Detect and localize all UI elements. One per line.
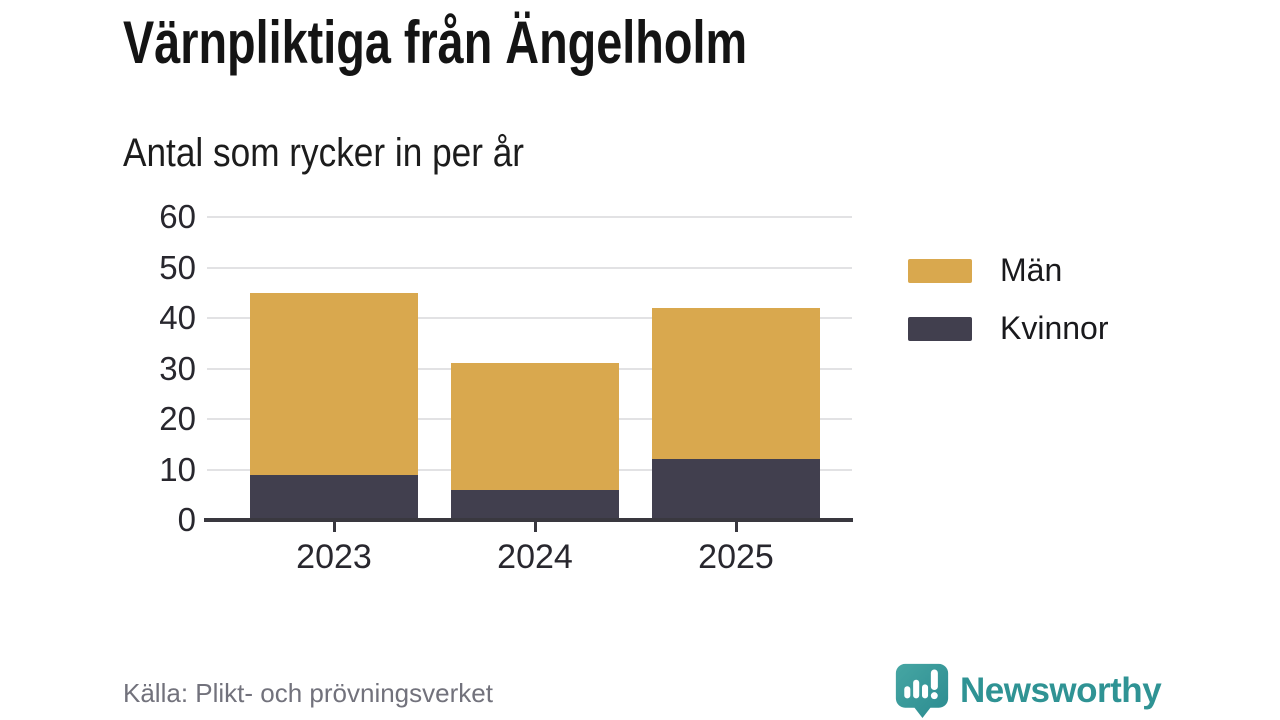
legend-swatch-kvinnor: [908, 316, 972, 341]
brand-logo: Newsworthy: [894, 662, 1162, 719]
x-axis-tick: [333, 522, 336, 532]
legend: Män Kvinnor: [908, 252, 1109, 368]
source-text: Källa: Plikt- och prövningsverket: [123, 678, 493, 708]
x-tick-label: 2025: [698, 538, 774, 576]
newsworthy-bubble-icon: [895, 663, 949, 719]
chart-title: Värnpliktiga från Ängelholm: [123, 9, 748, 76]
plot-area: [207, 216, 852, 520]
bar-2025-kvinnor: [652, 459, 820, 520]
legend-item-man: Män: [908, 252, 1109, 289]
y-tick-label: 10: [159, 450, 196, 488]
legend-swatch-man: [908, 258, 972, 283]
x-axis-tick: [534, 522, 537, 532]
y-tick-label: 60: [159, 198, 196, 235]
y-tick-label: 0: [177, 501, 196, 538]
gridline-y50: [207, 266, 852, 269]
chart-subtitle: Antal som rycker in per år: [123, 131, 525, 175]
brand-name: Newsworthy: [960, 670, 1162, 710]
legend-label-man: Män: [1000, 252, 1063, 288]
bar-2023-män: [250, 292, 418, 475]
x-tick-label: 2023: [296, 538, 372, 576]
bar-2024-män: [451, 363, 619, 490]
bar-2025-män: [652, 307, 820, 460]
gridline-y40: [207, 317, 852, 319]
y-tick-label: 40: [159, 299, 196, 336]
bar-2023-kvinnor: [250, 474, 418, 520]
y-tick-label: 20: [159, 400, 196, 437]
legend-item-kvinnor: Kvinnor: [908, 310, 1109, 347]
legend-label-kvinnor: Kvinnor: [1000, 310, 1109, 346]
x-axis-tick: [735, 522, 738, 532]
x-axis-line: [204, 518, 853, 522]
y-tick-label: 50: [159, 248, 196, 286]
bar-2024-kvinnor: [451, 489, 619, 520]
y-tick-label: 30: [159, 349, 196, 387]
gridline-y60: [207, 216, 852, 218]
x-tick-label: 2024: [497, 538, 573, 576]
